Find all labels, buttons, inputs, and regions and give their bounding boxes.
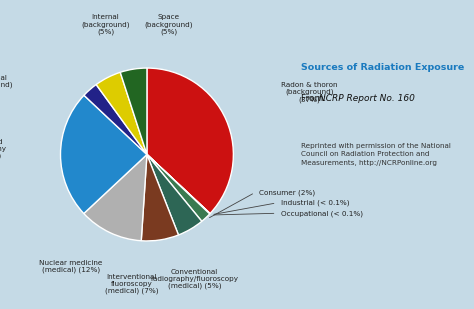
Text: Nuclear medicine
(medical) (12%): Nuclear medicine (medical) (12%) [39,260,102,273]
Wedge shape [147,154,210,214]
Text: Reprinted with permission of the National
Council on Radiation Protection and
Me: Reprinted with permission of the Nationa… [301,143,451,166]
Text: Radon & thoron
(background)
(37%): Radon & thoron (background) (37%) [281,82,337,103]
Wedge shape [61,95,147,214]
Wedge shape [147,154,210,221]
Text: Conventional
radiography/fluoroscopy
(medical) (5%): Conventional radiography/fluoroscopy (me… [150,269,238,289]
Text: Space
(background)
(5%): Space (background) (5%) [144,14,193,35]
Wedge shape [120,68,147,154]
Text: Consumer (2%): Consumer (2%) [259,189,315,196]
Text: Interventional
fluoroscopy
(medical) (7%): Interventional fluoroscopy (medical) (7%… [105,274,158,294]
Wedge shape [147,154,210,214]
Wedge shape [147,68,233,214]
Text: Sources of Radiation Exposure: Sources of Radiation Exposure [301,63,464,73]
Wedge shape [147,154,202,235]
Text: Internal
(background)
(5%): Internal (background) (5%) [81,14,130,35]
Text: Industrial (< 0.1%): Industrial (< 0.1%) [281,200,349,206]
Wedge shape [141,154,179,241]
Text: Occupational (< 0.1%): Occupational (< 0.1%) [281,210,363,217]
Text: Computed
tomography
(medical)
(24%): Computed tomography (medical) (24%) [0,139,7,167]
Text: From:: From: [301,94,329,104]
Text: Terrestrial
(background)
(3%): Terrestrial (background) (3%) [0,75,13,96]
Wedge shape [84,85,147,154]
Wedge shape [84,154,147,241]
Text: NCRP Report No. 160: NCRP Report No. 160 [319,94,414,104]
Wedge shape [96,72,147,154]
